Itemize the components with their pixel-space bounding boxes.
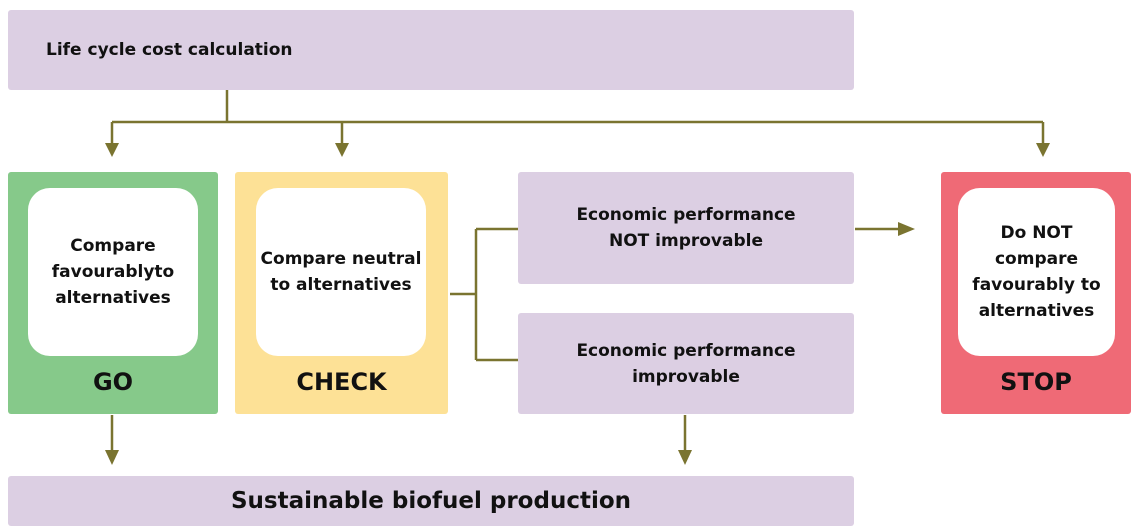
footer-box: Sustainable biofuel production — [8, 476, 854, 526]
check-box: Compare neutral to alternatives CHECK — [235, 172, 448, 414]
go-box: Compare favourablyto alternatives GO — [8, 172, 218, 414]
node-label: Do NOT compare favourably to alternative… — [958, 188, 1115, 356]
node-label: Compare neutral to alternatives — [256, 188, 426, 356]
status: CHECK — [296, 368, 387, 396]
node-box: Economic performance improvable — [518, 313, 854, 414]
header-title: Life cycle cost calculation — [46, 40, 293, 60]
node-label: Economic performance improvable — [576, 340, 796, 387]
node-label: Compare favourablyto alternatives — [28, 188, 198, 356]
node-box: Economic performance NOT improvable — [518, 172, 854, 284]
node-label: Economic performance NOT improvable — [576, 205, 796, 251]
status: STOP — [1000, 368, 1072, 396]
header-box: Life cycle cost calculation — [8, 10, 854, 90]
status: GO — [92, 368, 134, 396]
footer-title: Sustainable biofuel production — [230, 488, 632, 514]
stop-box: Do NOT compare favourably to alternative… — [941, 172, 1131, 414]
